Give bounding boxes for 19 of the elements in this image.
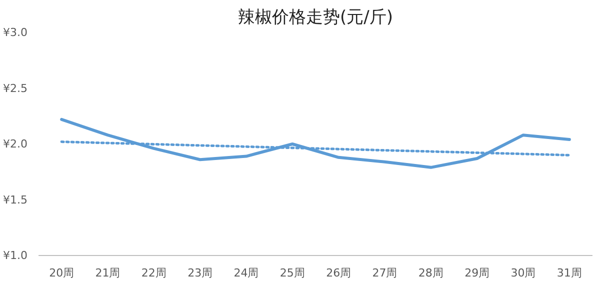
x-tick-label: 25周 [280,266,305,280]
y-tick-label: ¥1.0 [3,249,28,262]
x-tick-label: 24周 [234,266,259,280]
x-tick-label: 28周 [418,266,444,280]
x-tick-label: 29周 [464,266,490,280]
y-tick-label: ¥2.0 [3,138,28,150]
chart-title: 辣椒价格走势(元/斤) [238,8,394,28]
y-tick-label: ¥3.0 [3,26,28,39]
y-tick-label: ¥1.5 [3,193,28,206]
x-tick-label: 30周 [510,266,536,280]
line-series [60,118,571,169]
x-tick-label: 23周 [188,266,213,280]
x-tick-label: 21周 [95,266,120,280]
x-tick-label: 27周 [372,266,398,280]
x-tick-label: 26周 [326,266,352,280]
x-tick-label: 31周 [556,266,582,280]
x-tick-label: 22周 [141,266,166,280]
x-tick-label: 20周 [49,266,74,280]
y-tick-label: ¥2.5 [3,82,28,95]
